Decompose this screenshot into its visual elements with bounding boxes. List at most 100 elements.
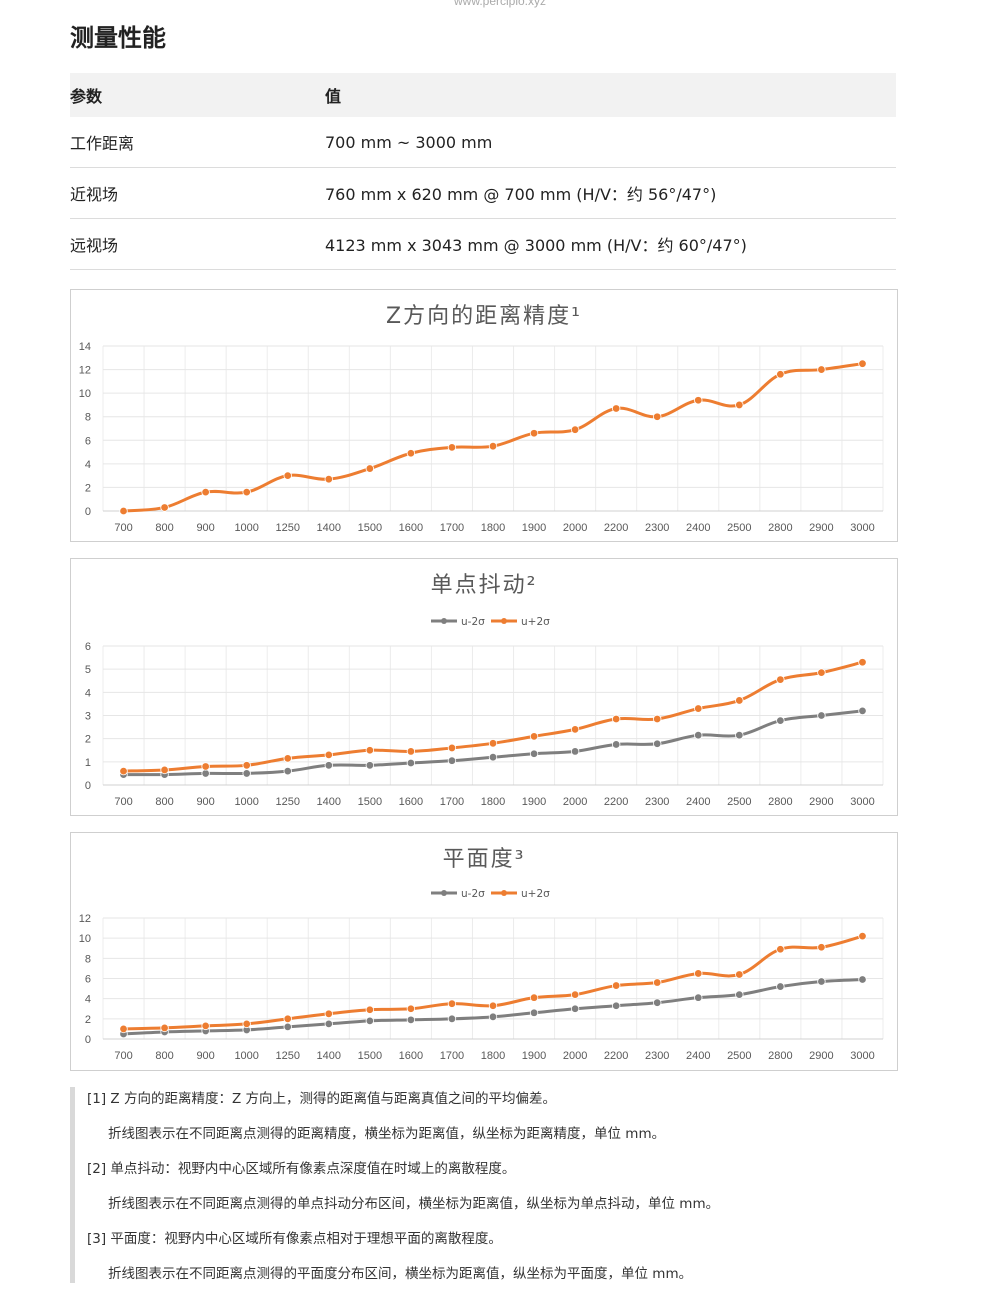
data-point (735, 400, 744, 410)
x-tick-label: 1250 (275, 1050, 299, 1062)
data-point (242, 1019, 251, 1029)
data-point (488, 1012, 498, 1022)
x-tick-label: 2800 (768, 1050, 792, 1062)
legend-entry: u-2σ (431, 888, 485, 900)
data-point (119, 1024, 128, 1034)
data-point (776, 716, 785, 725)
x-tick-label: 700 (114, 522, 132, 534)
x-tick-label: 1400 (317, 796, 341, 808)
data-point (817, 943, 826, 952)
x-tick-label: 2500 (727, 1050, 751, 1062)
x-tick-label: 2900 (809, 522, 833, 534)
x-tick-label: 1500 (358, 1050, 382, 1062)
data-point (406, 449, 416, 458)
data-point (611, 740, 621, 749)
data-point (776, 982, 785, 991)
data-point (529, 732, 539, 741)
data-point (283, 766, 292, 776)
x-tick-label: 3000 (850, 522, 874, 534)
data-point (406, 1004, 416, 1013)
data-point (653, 998, 662, 1007)
chart-jitter: 单点抖动² 0 1 2 3 4 5 6 700 800 900 1000 1250 1400 1500 160… (70, 558, 898, 816)
y-tick-label: 0 (85, 506, 91, 518)
data-point (817, 977, 826, 986)
data-point (242, 769, 251, 778)
x-tick-label: 2200 (604, 796, 628, 808)
data-point (406, 1015, 416, 1025)
chart-flatness-svg: 平面度³ 0 2 4 6 8 10 12 700 800 900 1000 1250 1400 1500 16… (79, 847, 884, 1062)
x-tick-label: 1900 (522, 1050, 546, 1062)
x-tick-label: 1250 (275, 796, 299, 808)
x-tick-label: 900 (196, 1050, 214, 1062)
data-point (570, 725, 580, 734)
data-point (653, 412, 662, 421)
data-point (201, 769, 210, 778)
x-tick-label: 1900 (522, 522, 546, 534)
value-cell: 760 mm x 620 mm @ 700 mm (H/V：约 56°/47°) (325, 167, 896, 219)
x-tick-label: 2400 (686, 1050, 710, 1062)
data-point (817, 711, 826, 720)
value-cell: 4123 mm x 3043 mm @ 3000 mm (H/V：约 60°/4… (325, 218, 896, 270)
footnote-1-body: 折线图表示在不同距离点测得的距离精度，横坐标为距离值，纵坐标为距离精度，单位 m… (108, 1126, 666, 1142)
y-tick-label: 8 (85, 412, 91, 424)
y-tick-label: 12 (79, 365, 91, 377)
legend-label: u-2σ (461, 616, 485, 628)
y-tick-label: 12 (79, 913, 91, 925)
chart-title: 平面度³ (443, 847, 526, 872)
data-point (283, 471, 292, 480)
data-point (570, 747, 580, 756)
y-tick-label: 3 (85, 711, 91, 723)
data-point (447, 999, 457, 1008)
data-point (447, 1014, 457, 1024)
data-point (488, 739, 498, 748)
data-point (817, 365, 826, 374)
x-tick-label: 700 (114, 796, 132, 808)
legend-label: u+2σ (521, 616, 550, 628)
x-tick-label: 900 (196, 522, 214, 534)
data-point (160, 503, 169, 512)
chart-z-accuracy: Z方向的距离精度¹ 0 2 4 6 8 10 12 14 700 800 900 1000 1250 140… (70, 289, 898, 542)
x-tick-label: 2300 (645, 1050, 669, 1062)
y-tick-label: 6 (85, 641, 91, 653)
x-tick-label: 1700 (440, 796, 464, 808)
data-point (283, 754, 292, 763)
data-point (365, 746, 375, 755)
x-tick-label: 2500 (727, 522, 751, 534)
x-tick-label: 2800 (768, 522, 792, 534)
param-cell: 远视场 (70, 218, 325, 270)
x-tick-label: 2000 (563, 1050, 587, 1062)
value-cell: 700 mm ~ 3000 mm (325, 117, 896, 168)
x-tick-label: 1400 (317, 1050, 341, 1062)
data-point (776, 675, 785, 684)
x-tick-label: 2800 (768, 796, 792, 808)
page-url: www.percipio.xyz (453, 0, 547, 8)
legend-label: u-2σ (461, 888, 485, 900)
data-point (201, 487, 210, 497)
y-tick-label: 10 (79, 933, 91, 945)
y-tick-label: 4 (85, 687, 91, 699)
param-cell: 工作距离 (70, 117, 325, 168)
data-point (119, 506, 128, 516)
data-point (653, 739, 662, 748)
data-point (365, 1005, 375, 1014)
footnote-2-body: 折线图表示在不同距离点测得的单点抖动分布区间，横坐标为距离值，纵坐标为单点抖动，… (108, 1196, 720, 1212)
x-tick-label: 700 (114, 1050, 132, 1062)
data-point (570, 990, 580, 999)
data-point (160, 765, 169, 775)
x-tick-label: 2900 (809, 1050, 833, 1062)
y-tick-label: 4 (85, 459, 91, 471)
data-point (283, 1014, 292, 1024)
footnote-3-title: [3] 平面度：视野内中心区域所有像素点相对于理想平面的离散程度。 (87, 1231, 502, 1247)
data-point (324, 1009, 333, 1018)
data-point (817, 668, 826, 677)
data-point (735, 696, 744, 705)
x-tick-label: 1800 (481, 522, 505, 534)
legend-marker (441, 618, 447, 624)
data-point (776, 945, 785, 954)
chart-title: 单点抖动² (431, 573, 538, 598)
y-tick-label: 8 (85, 953, 91, 965)
data-point (735, 730, 744, 740)
x-tick-label: 800 (155, 1050, 173, 1062)
x-tick-label: 2300 (645, 522, 669, 534)
x-tick-label: 2300 (645, 796, 669, 808)
